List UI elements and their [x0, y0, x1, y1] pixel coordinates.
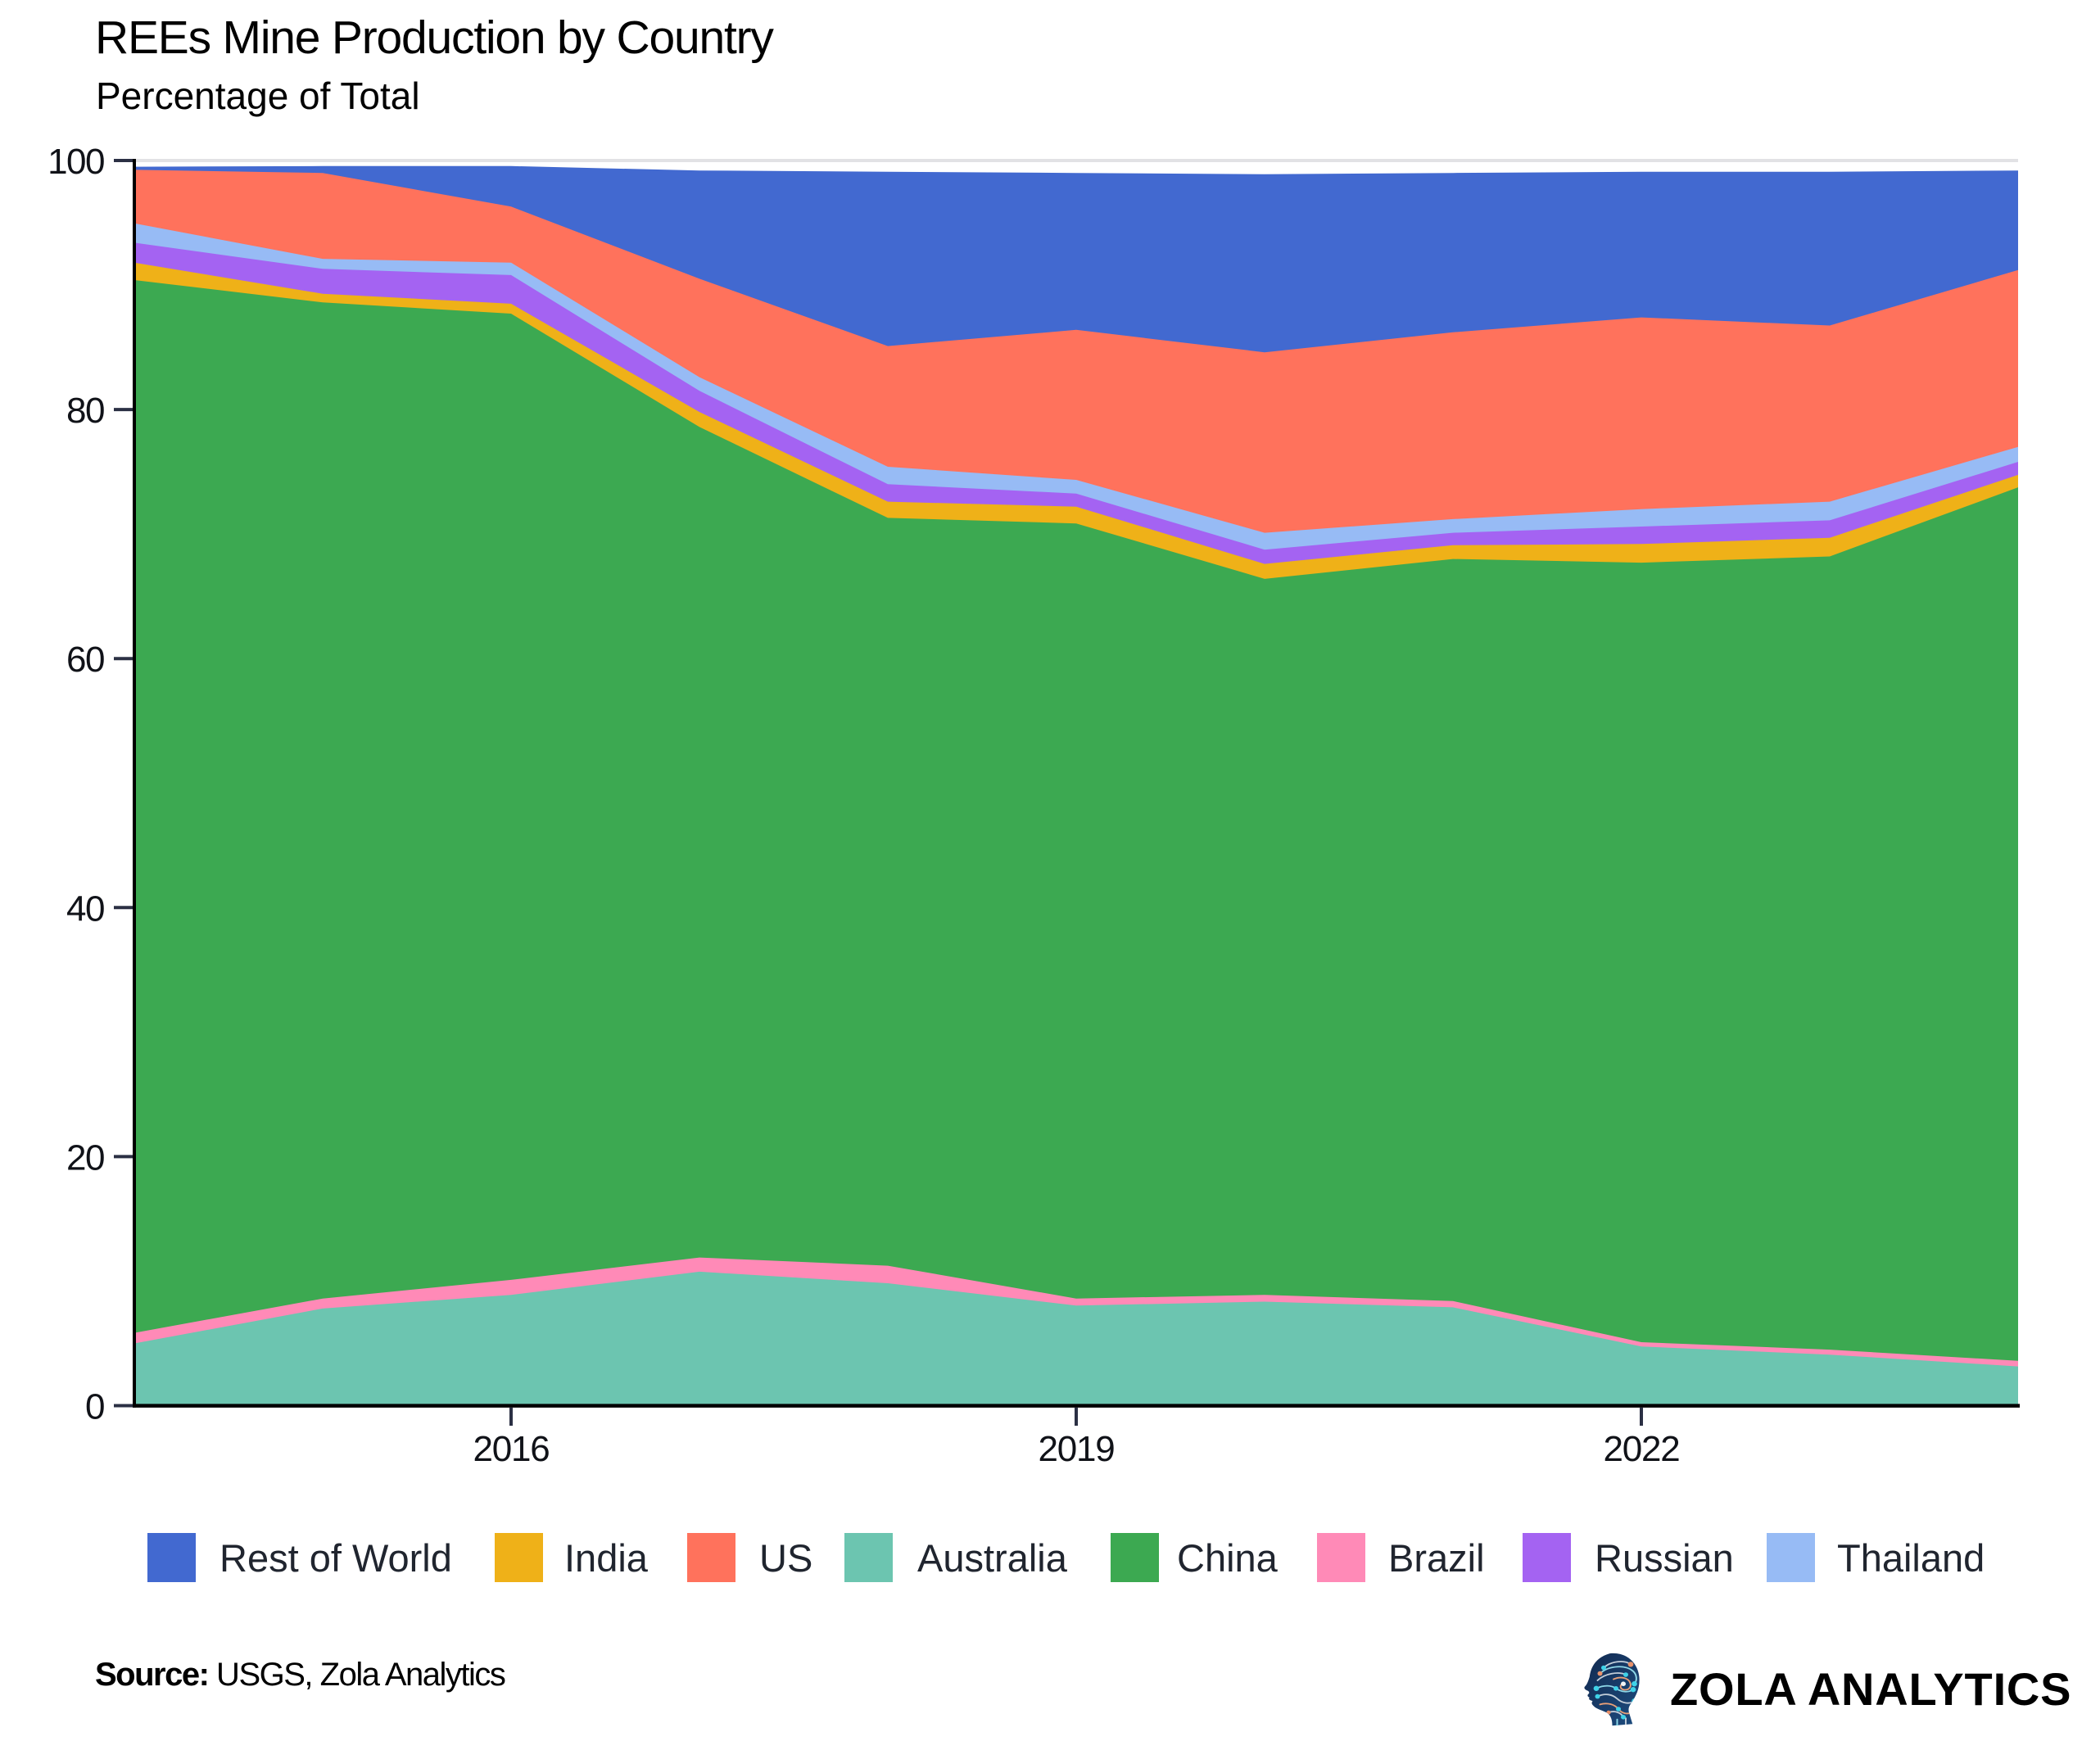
svg-text:100: 100 — [48, 142, 104, 182]
svg-text:0: 0 — [85, 1387, 104, 1427]
svg-text:Australia: Australia — [917, 1536, 1068, 1580]
svg-text:20: 20 — [66, 1137, 104, 1178]
svg-text:India: India — [564, 1536, 649, 1580]
svg-text:China: China — [1177, 1536, 1279, 1580]
svg-text:US: US — [759, 1536, 812, 1580]
svg-text:2022: 2022 — [1603, 1429, 1679, 1469]
svg-text:Percentage of Total: Percentage of Total — [96, 75, 420, 117]
svg-text:REEs Mine Production by Countr: REEs Mine Production by Country — [95, 11, 774, 64]
svg-text:Rest of World: Rest of World — [220, 1536, 452, 1580]
svg-text:Source: USGS, Zola Analytics: Source: USGS, Zola Analytics — [95, 1657, 505, 1693]
svg-text:Russian: Russian — [1595, 1536, 1734, 1580]
svg-text:Thailand: Thailand — [1837, 1536, 1985, 1580]
svg-text:2019: 2019 — [1038, 1429, 1114, 1469]
svg-text:80: 80 — [66, 391, 104, 431]
svg-text:Brazil: Brazil — [1388, 1536, 1485, 1580]
svg-text:60: 60 — [66, 640, 104, 680]
svg-text:40: 40 — [66, 889, 104, 929]
svg-text:ZOLA ANALYTICS: ZOLA ANALYTICS — [1670, 1663, 2071, 1715]
svg-text:2016: 2016 — [473, 1429, 549, 1469]
